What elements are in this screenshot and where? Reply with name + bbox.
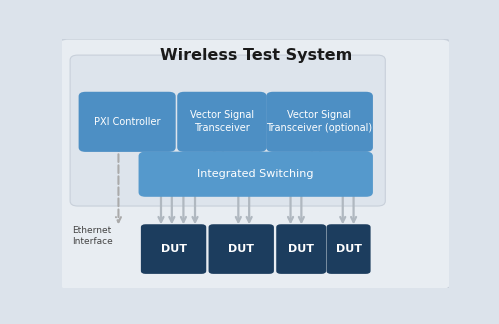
FancyBboxPatch shape [209, 224, 274, 274]
Text: DUT: DUT [288, 244, 314, 254]
FancyBboxPatch shape [326, 224, 371, 274]
FancyBboxPatch shape [177, 92, 266, 152]
FancyBboxPatch shape [70, 55, 385, 206]
FancyBboxPatch shape [139, 152, 373, 197]
FancyBboxPatch shape [276, 224, 326, 274]
Text: DUT: DUT [335, 244, 362, 254]
Text: Ethernet
Interface: Ethernet Interface [72, 226, 113, 246]
Text: Vector Signal
Transceiver: Vector Signal Transceiver [190, 110, 254, 133]
Text: Integrated Switching: Integrated Switching [198, 169, 314, 179]
Text: Wireless Test System: Wireless Test System [160, 48, 352, 63]
Text: DUT: DUT [228, 244, 254, 254]
FancyBboxPatch shape [266, 92, 373, 152]
Text: Vector Signal
Transceiver (optional): Vector Signal Transceiver (optional) [266, 110, 373, 133]
FancyBboxPatch shape [79, 92, 176, 152]
Text: PXI Controller: PXI Controller [94, 117, 160, 127]
Text: DUT: DUT [161, 244, 187, 254]
FancyBboxPatch shape [58, 39, 451, 290]
FancyBboxPatch shape [141, 224, 206, 274]
